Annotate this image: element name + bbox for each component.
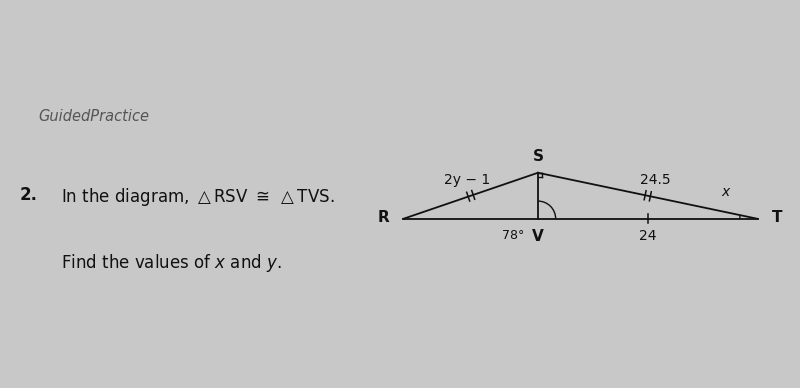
Text: V: V (532, 229, 544, 244)
Text: In the diagram, $\triangle$RSV $\cong$ $\triangle$TVS.: In the diagram, $\triangle$RSV $\cong$ $… (62, 186, 335, 208)
Text: 78°: 78° (502, 229, 524, 242)
Text: 24.5: 24.5 (639, 173, 670, 187)
Text: T: T (772, 210, 782, 225)
Text: S: S (533, 149, 543, 164)
Text: 24: 24 (639, 229, 657, 243)
Text: 2y − 1: 2y − 1 (444, 173, 490, 187)
Text: GuidedPractice: GuidedPractice (38, 109, 150, 124)
Text: Find the values of $x$ and $y$.: Find the values of $x$ and $y$. (62, 252, 282, 274)
Text: R: R (378, 210, 390, 225)
Text: 2.: 2. (19, 186, 38, 204)
Text: x: x (722, 185, 730, 199)
